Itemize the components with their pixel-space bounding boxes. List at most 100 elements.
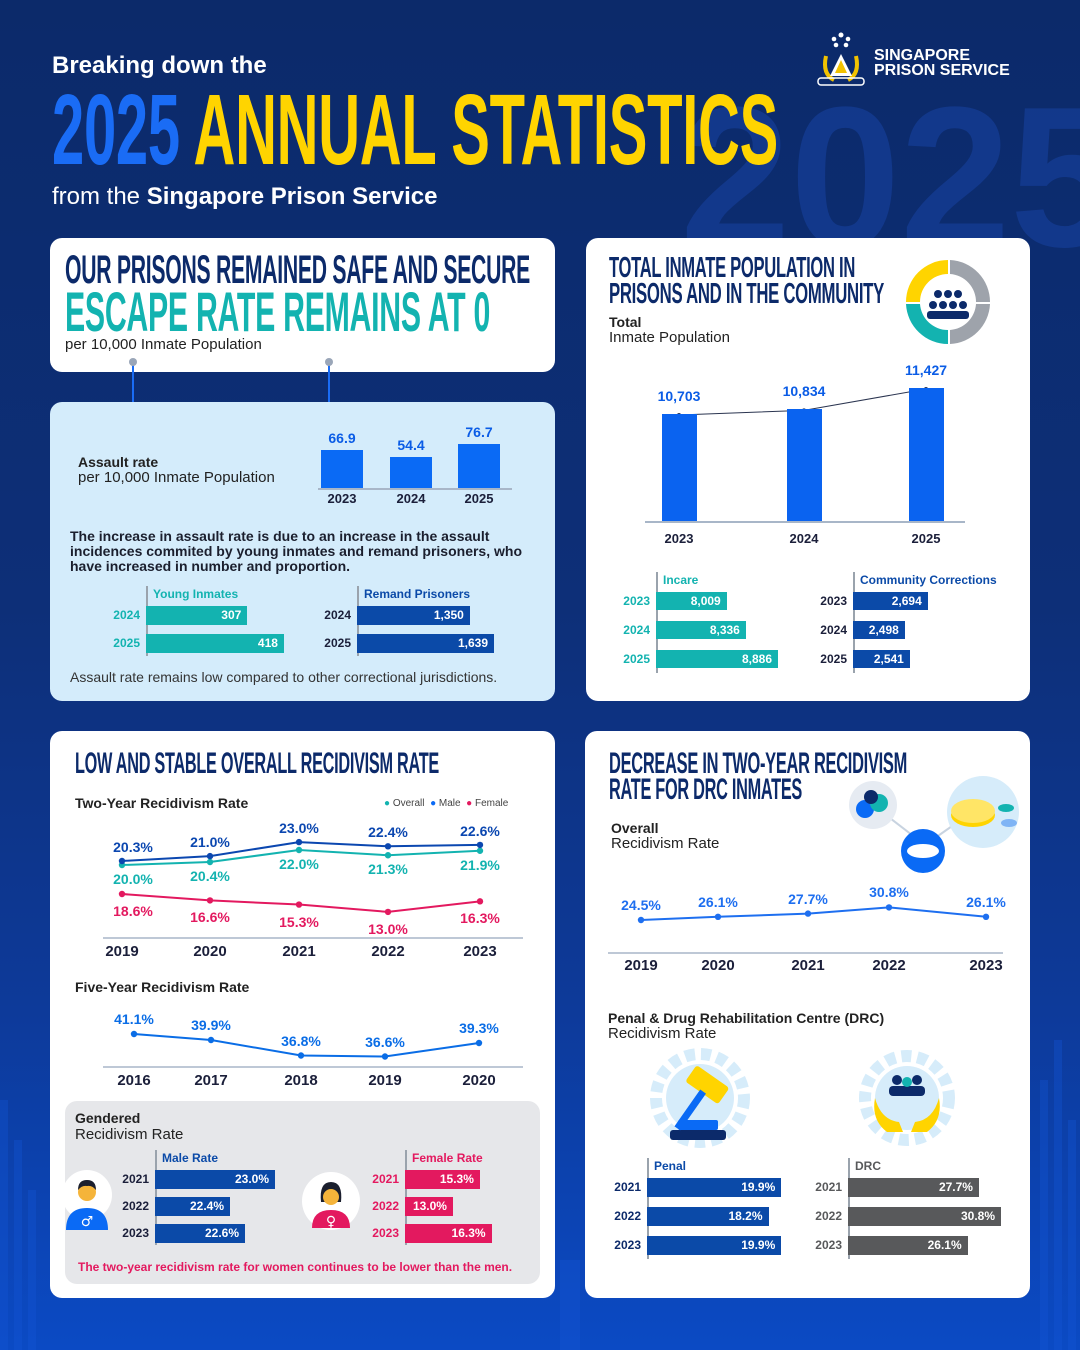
bar-value-label: 307 <box>221 608 242 622</box>
x-tick-label: 2023 <box>463 943 497 960</box>
x-tick-label: 2024 <box>396 491 426 506</box>
bar: 15.3% <box>405 1170 480 1189</box>
y-category-label: 2022 <box>815 1209 842 1223</box>
bar-chart-title: Female Rate <box>412 1151 483 1165</box>
data-label: 36.8% <box>281 1032 321 1049</box>
gendered-note: The two-year recidivism rate for women c… <box>78 1260 513 1274</box>
x-tick-label: 2024 <box>789 531 819 546</box>
bg-bar <box>28 1190 36 1350</box>
x-tick-label: 2020 <box>193 943 227 960</box>
x-tick-label: 2019 <box>368 1072 402 1089</box>
gendered-label: Gendered <box>75 1110 141 1126</box>
bar-value-label: 23.0% <box>234 1172 269 1186</box>
data-label: 22.6% <box>460 822 500 839</box>
logo-text: SINGAPORE PRISON SERVICE <box>874 48 1010 79</box>
bar-value-label: 10,834 <box>782 383 826 400</box>
recidivism-title: LOW AND STABLE OVERALL RECIDIVISM RATE <box>75 747 439 780</box>
y-category-label: 2024 <box>820 623 847 637</box>
data-label: 20.0% <box>113 871 153 887</box>
bar-chart-title: Community Corrections <box>860 573 997 587</box>
data-label: 16.6% <box>190 909 230 926</box>
data-label: 22.0% <box>279 856 319 872</box>
bar-value-label: 418 <box>257 636 278 650</box>
bar-value-label: 76.7 <box>465 423 493 440</box>
title-year: 2025 <box>52 74 180 186</box>
five-year-chart-title: Five-Year Recidivism Rate <box>75 979 250 995</box>
bar: 8,886 <box>656 650 779 668</box>
bar: 19.9% <box>647 1236 782 1255</box>
bar: 22.6% <box>155 1224 245 1243</box>
bg-bar <box>14 1140 22 1350</box>
bar-value-label: 15.3% <box>439 1172 474 1186</box>
bar: 2,541 <box>853 650 910 668</box>
bg-bar <box>1054 1040 1062 1350</box>
bar: 16.3% <box>405 1224 492 1243</box>
bar-value-label: 8,886 <box>741 652 773 666</box>
x-tick-label: 2023 <box>664 531 694 546</box>
bar <box>908 388 944 521</box>
data-label: 39.9% <box>191 1017 231 1033</box>
bar-value-label: 30.8% <box>960 1209 995 1223</box>
bar-value-label: 11,427 <box>904 362 948 379</box>
legend-male: Male <box>438 798 461 809</box>
y-category-label: 2023 <box>623 594 650 608</box>
page-subtitle: from the Singapore Prison Service <box>52 183 437 211</box>
bar-value-label: 22.6% <box>204 1226 239 1240</box>
y-category-label: 2022 <box>372 1199 399 1213</box>
data-label: 30.8% <box>869 884 909 901</box>
connector-line <box>328 362 330 408</box>
x-tick-label: 2021 <box>282 943 316 960</box>
bar: 418 <box>146 634 284 653</box>
x-tick-label: 2018 <box>284 1072 318 1089</box>
penal-drc-unit: Recidivism Rate <box>608 1025 717 1042</box>
y-category-label: 2024 <box>623 623 650 637</box>
x-tick-label: 2023 <box>327 491 357 506</box>
two-year-legend: ● Overall ● Male ● Female <box>384 798 508 809</box>
y-category-label: 2022 <box>614 1209 641 1223</box>
x-tick-label: 2017 <box>194 1072 228 1089</box>
subtitle-prefix: from the <box>52 183 147 210</box>
drc-overall-label: Overall <box>611 820 659 836</box>
y-category-label: 2025 <box>324 636 351 650</box>
female-avatar-icon: ♀ <box>302 1172 360 1230</box>
x-tick-label: 2023 <box>969 957 1003 974</box>
bar-value-label: 22.4% <box>189 1199 224 1213</box>
bar: 8,009 <box>656 592 727 610</box>
data-label: 26.1% <box>698 893 738 910</box>
bar <box>390 456 432 488</box>
bar: 23.0% <box>155 1170 275 1189</box>
bar-value-label: 8,009 <box>690 594 721 608</box>
gendered-unit: Recidivism Rate <box>75 1126 184 1143</box>
x-tick-label: 2019 <box>624 957 658 974</box>
x-tick-label: 2020 <box>701 957 735 974</box>
escape-rate-headline: ESCAPE RATE REMAINS AT 0 <box>65 280 490 343</box>
bar-value-label: 10,703 <box>657 388 701 405</box>
x-tick-label: 2025 <box>911 531 941 546</box>
population-title-line2: PRISONS AND IN THE COMMUNITY <box>609 278 884 310</box>
bar: 22.4% <box>155 1197 230 1216</box>
gavel-gear-icon <box>650 1048 768 1148</box>
bar-value-label: 8,336 <box>709 623 740 637</box>
bg-bar <box>560 1260 580 1350</box>
drc-title-line2: RATE FOR DRC INMATES <box>609 773 802 806</box>
bar <box>458 443 500 488</box>
legend-female-icon: ● <box>466 798 473 809</box>
data-label: 26.1% <box>966 893 1006 910</box>
bar-chart-title: Remand Prisoners <box>364 587 471 601</box>
escape-rate-unit: per 10,000 Inmate Population <box>65 336 262 353</box>
gendered-box <box>65 1101 540 1284</box>
y-category-label: 2023 <box>372 1226 399 1240</box>
data-label: 22.4% <box>368 824 408 841</box>
y-category-label: 2022 <box>122 1199 149 1213</box>
hands-people-gear-icon <box>857 1050 957 1146</box>
data-label: 27.7% <box>788 890 828 907</box>
population-donut-icon <box>903 257 993 347</box>
bg-bar <box>1040 1080 1048 1350</box>
x-tick-label: 2022 <box>872 957 906 974</box>
bar-value-label: 66.9 <box>328 429 356 446</box>
bar: 8,336 <box>656 621 746 639</box>
data-label: 36.6% <box>365 1033 405 1050</box>
data-label: 23.0% <box>279 820 319 837</box>
connector-dot <box>325 358 333 366</box>
